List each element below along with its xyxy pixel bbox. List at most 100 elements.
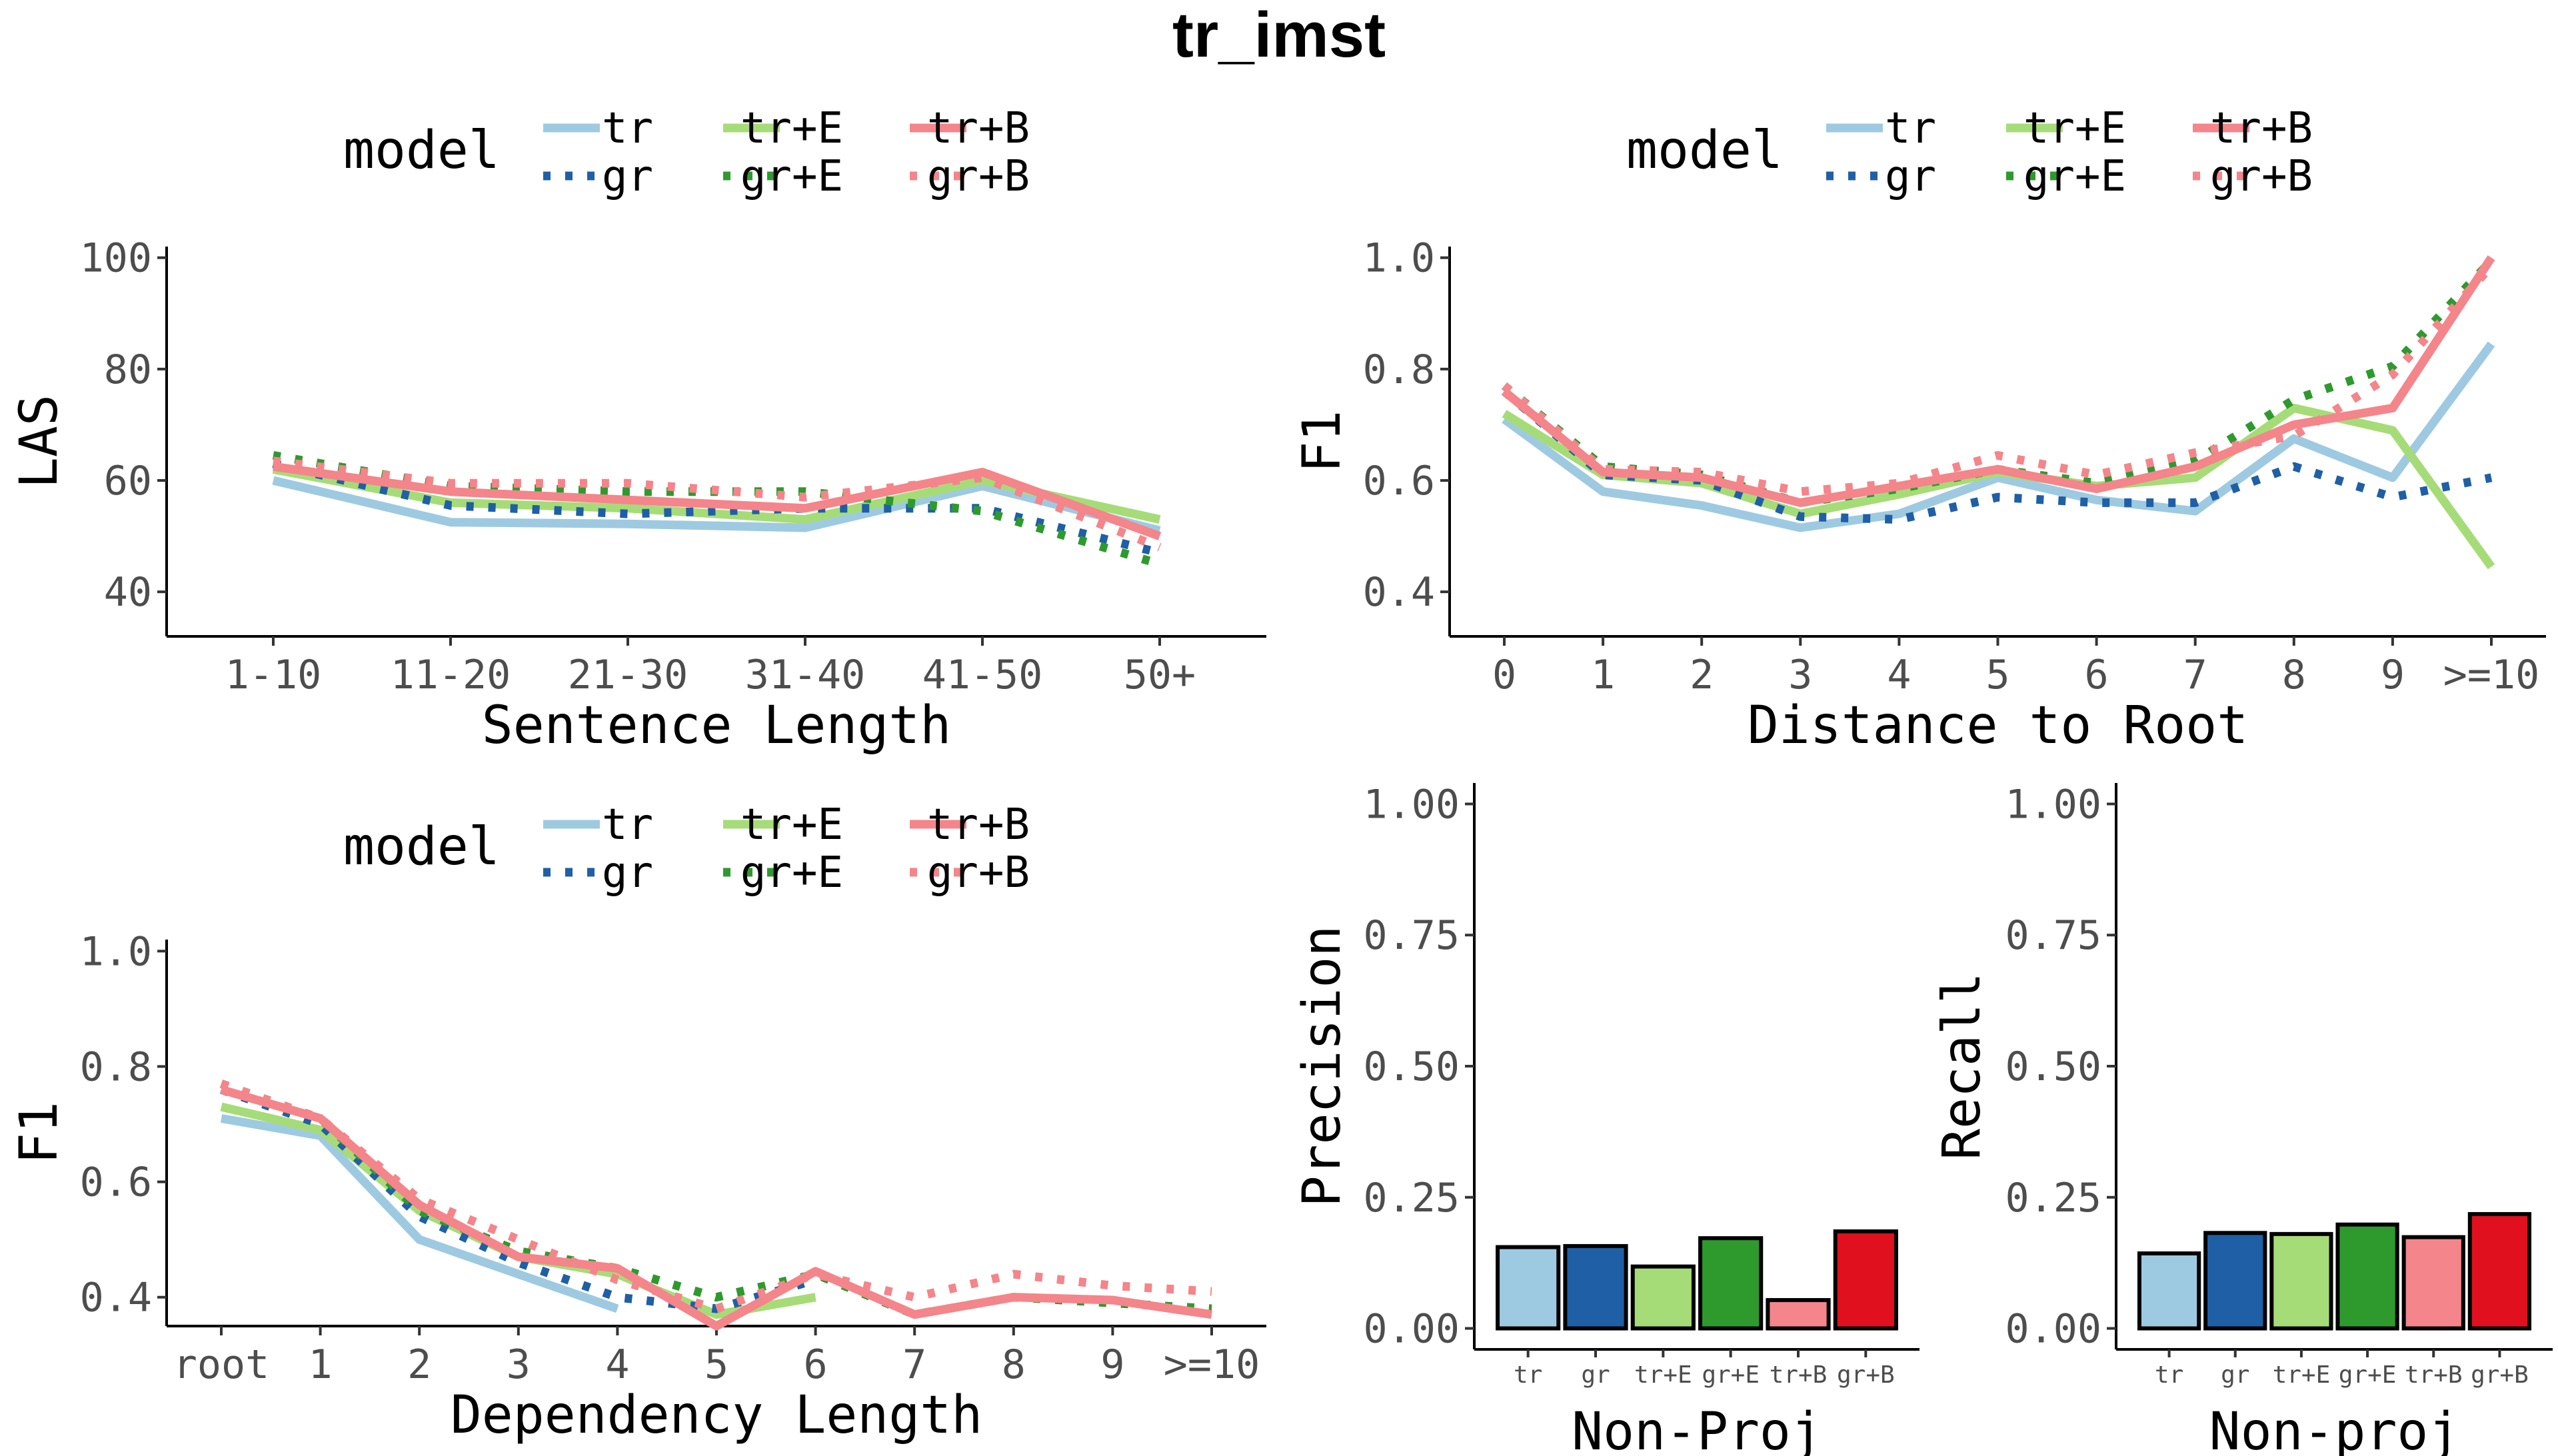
chart-dependency-length: 0.4 0.6 0.8 1.0 root 1 2 3 4 5 6 7 8 9 >=10 Dependency … <box>9 928 1266 1445</box>
y-tick-label: 100 <box>80 235 152 282</box>
legend-label-tr: tr <box>602 800 653 850</box>
series-line-gr-e <box>219 1080 1212 1319</box>
y-axis-label: Precision <box>1292 926 1352 1207</box>
y-tick-label: 0.25 <box>1364 1175 1460 1221</box>
y-tick-label: 0.25 <box>2005 1175 2102 1221</box>
legend-label-gr-b: gr+B <box>927 152 1030 201</box>
x-tick-label-11-20: 11-20 <box>391 652 511 698</box>
bar-tr <box>1496 1245 1561 1331</box>
legend-label-tr-e: tr+E <box>740 800 843 850</box>
y-tick-label: 0.75 <box>1364 912 1460 959</box>
x-tick-label-10: >=10 <box>1164 1341 1260 1388</box>
x-tick-label-gr-b: gr+B <box>1837 1361 1895 1389</box>
series-line-gr-b <box>273 456 1162 552</box>
y-axis-label: F1 <box>1292 410 1352 473</box>
series-line-tr <box>1502 341 2495 532</box>
x-tick-label-gr: gr <box>2221 1361 2249 1389</box>
y-tick-label: 1.00 <box>2005 781 2102 828</box>
bar-tr <box>2137 1251 2201 1331</box>
figure-title: tr_imst <box>1172 0 1386 71</box>
bar-tr-e <box>2269 1231 2333 1331</box>
y-tick-label: 0.00 <box>1364 1306 1460 1353</box>
y-tick-label: 0.4 <box>80 1275 152 1321</box>
bar-tr-b <box>1766 1298 1831 1331</box>
x-tick-label-6: 6 <box>804 1341 828 1388</box>
legend-label-gr-e: gr+E <box>2023 152 2126 201</box>
x-tick-label-7: 7 <box>2183 652 2207 698</box>
x-tick-label-5: 5 <box>704 1341 728 1388</box>
x-tick-label-50: 50+ <box>1124 652 1196 698</box>
chart-recall: 0.00 0.25 0.50 0.75 1.00 tr gr tr+E gr+E tr+B gr+B… <box>1932 781 2553 1456</box>
bar-gr-b <box>1833 1229 1898 1331</box>
legend-label-tr-b: tr+B <box>2210 104 2313 153</box>
y-tick-label: 0.50 <box>2005 1044 2102 1090</box>
x-tick-label-7: 7 <box>902 1341 926 1388</box>
x-tick-label-gr-e: gr+E <box>1702 1361 1760 1389</box>
x-tick-label-1: 1 <box>309 1341 333 1388</box>
x-tick-label-3: 3 <box>507 1341 531 1388</box>
chart-precision: 0.00 0.25 0.50 0.75 1.00 tr gr tr+E gr+E tr+B gr+B… <box>1292 781 1919 1456</box>
x-tick-label-6: 6 <box>2085 652 2109 698</box>
legend-label-tr-e: tr+E <box>740 104 843 153</box>
x-tick-label-2: 2 <box>407 1341 431 1388</box>
x-axis-label: Non-proj <box>2209 1402 2460 1456</box>
x-tick-label-2: 2 <box>1690 652 1714 698</box>
x-tick-label-3: 3 <box>1788 652 1812 698</box>
x-tick-label-tr: tr <box>2155 1361 2183 1389</box>
x-tick-label-8: 8 <box>2282 652 2306 698</box>
bar-gr <box>2203 1231 2267 1331</box>
legend-label-gr-e: gr+E <box>740 152 843 201</box>
x-tick-label-1: 1 <box>1591 652 1615 698</box>
y-tick-label: 1.0 <box>80 928 152 975</box>
x-axis-label: Dependency Length <box>451 1385 982 1445</box>
series-line-tr-e <box>1502 403 2495 570</box>
bar-gr-e <box>2335 1222 2399 1331</box>
x-tick-label-tr-e: tr+E <box>2273 1361 2331 1389</box>
legend-label-gr: gr <box>602 848 653 898</box>
bar-gr-b <box>2467 1211 2532 1331</box>
x-tick-label-9: 9 <box>1100 1341 1124 1388</box>
chart-distance-to-root: 0.4 0.6 0.8 1.0 0 1 2 3 4 5 6 7 8 9 >=10 Distance to Ro… <box>1292 235 2546 756</box>
x-tick-label-5: 5 <box>1985 652 2009 698</box>
y-axis-label: F1 <box>9 1101 69 1164</box>
bar-tr-b <box>2401 1235 2465 1331</box>
x-axis-label: Distance to Root <box>1748 696 2248 756</box>
legend-label-tr-b: tr+B <box>927 104 1030 153</box>
series-line-tr <box>272 476 1161 535</box>
series-line-gr <box>1501 388 2493 524</box>
bar-gr <box>1563 1243 1628 1331</box>
x-tick-label-0: 0 <box>1492 652 1516 698</box>
series-line-gr <box>219 1085 817 1313</box>
bar-tr-e <box>1630 1264 1696 1331</box>
legend-label-gr-b: gr+B <box>2210 152 2313 201</box>
legend-label-tr-e: tr+E <box>2023 104 2126 153</box>
legend-title: model <box>343 817 500 877</box>
y-tick-label: 80 <box>104 347 152 393</box>
x-tick-label-21-30: 21-30 <box>568 652 688 698</box>
x-tick-label-gr: gr <box>1581 1361 1610 1389</box>
y-axis-label: LAS <box>9 394 69 488</box>
y-tick-label: 1.0 <box>1363 235 1435 282</box>
x-axis-label: Sentence Length <box>482 696 951 756</box>
y-tick-label: 0.75 <box>2005 912 2102 959</box>
legend-title: model <box>1626 121 1783 181</box>
legend-label-gr: gr <box>602 152 653 201</box>
y-tick-label: 0.8 <box>1363 347 1435 393</box>
legend-label-gr-e: gr+E <box>740 848 843 898</box>
series-line-tr-b <box>220 1085 1212 1331</box>
series-line-gr-b <box>1501 263 2495 496</box>
legend-label-tr: tr <box>602 104 653 153</box>
x-tick-label-tr: tr <box>1514 1361 1542 1389</box>
y-tick-label: 0.6 <box>1363 458 1435 504</box>
x-tick-label-gr-b: gr+B <box>2471 1361 2529 1389</box>
legend-label-tr-b: tr+B <box>927 800 1030 850</box>
x-tick-label-gr-e: gr+E <box>2339 1361 2397 1389</box>
legend-title: model <box>343 121 500 181</box>
y-axis-label: Recall <box>1932 972 1992 1160</box>
x-tick-label-10: >=10 <box>2443 652 2540 698</box>
chart-sentence-length: 40 60 80 100 1-10 11-20 21-30 31-40 41-50 50+ Sent… <box>9 235 1266 756</box>
legend-label-tr: tr <box>1885 104 1936 153</box>
